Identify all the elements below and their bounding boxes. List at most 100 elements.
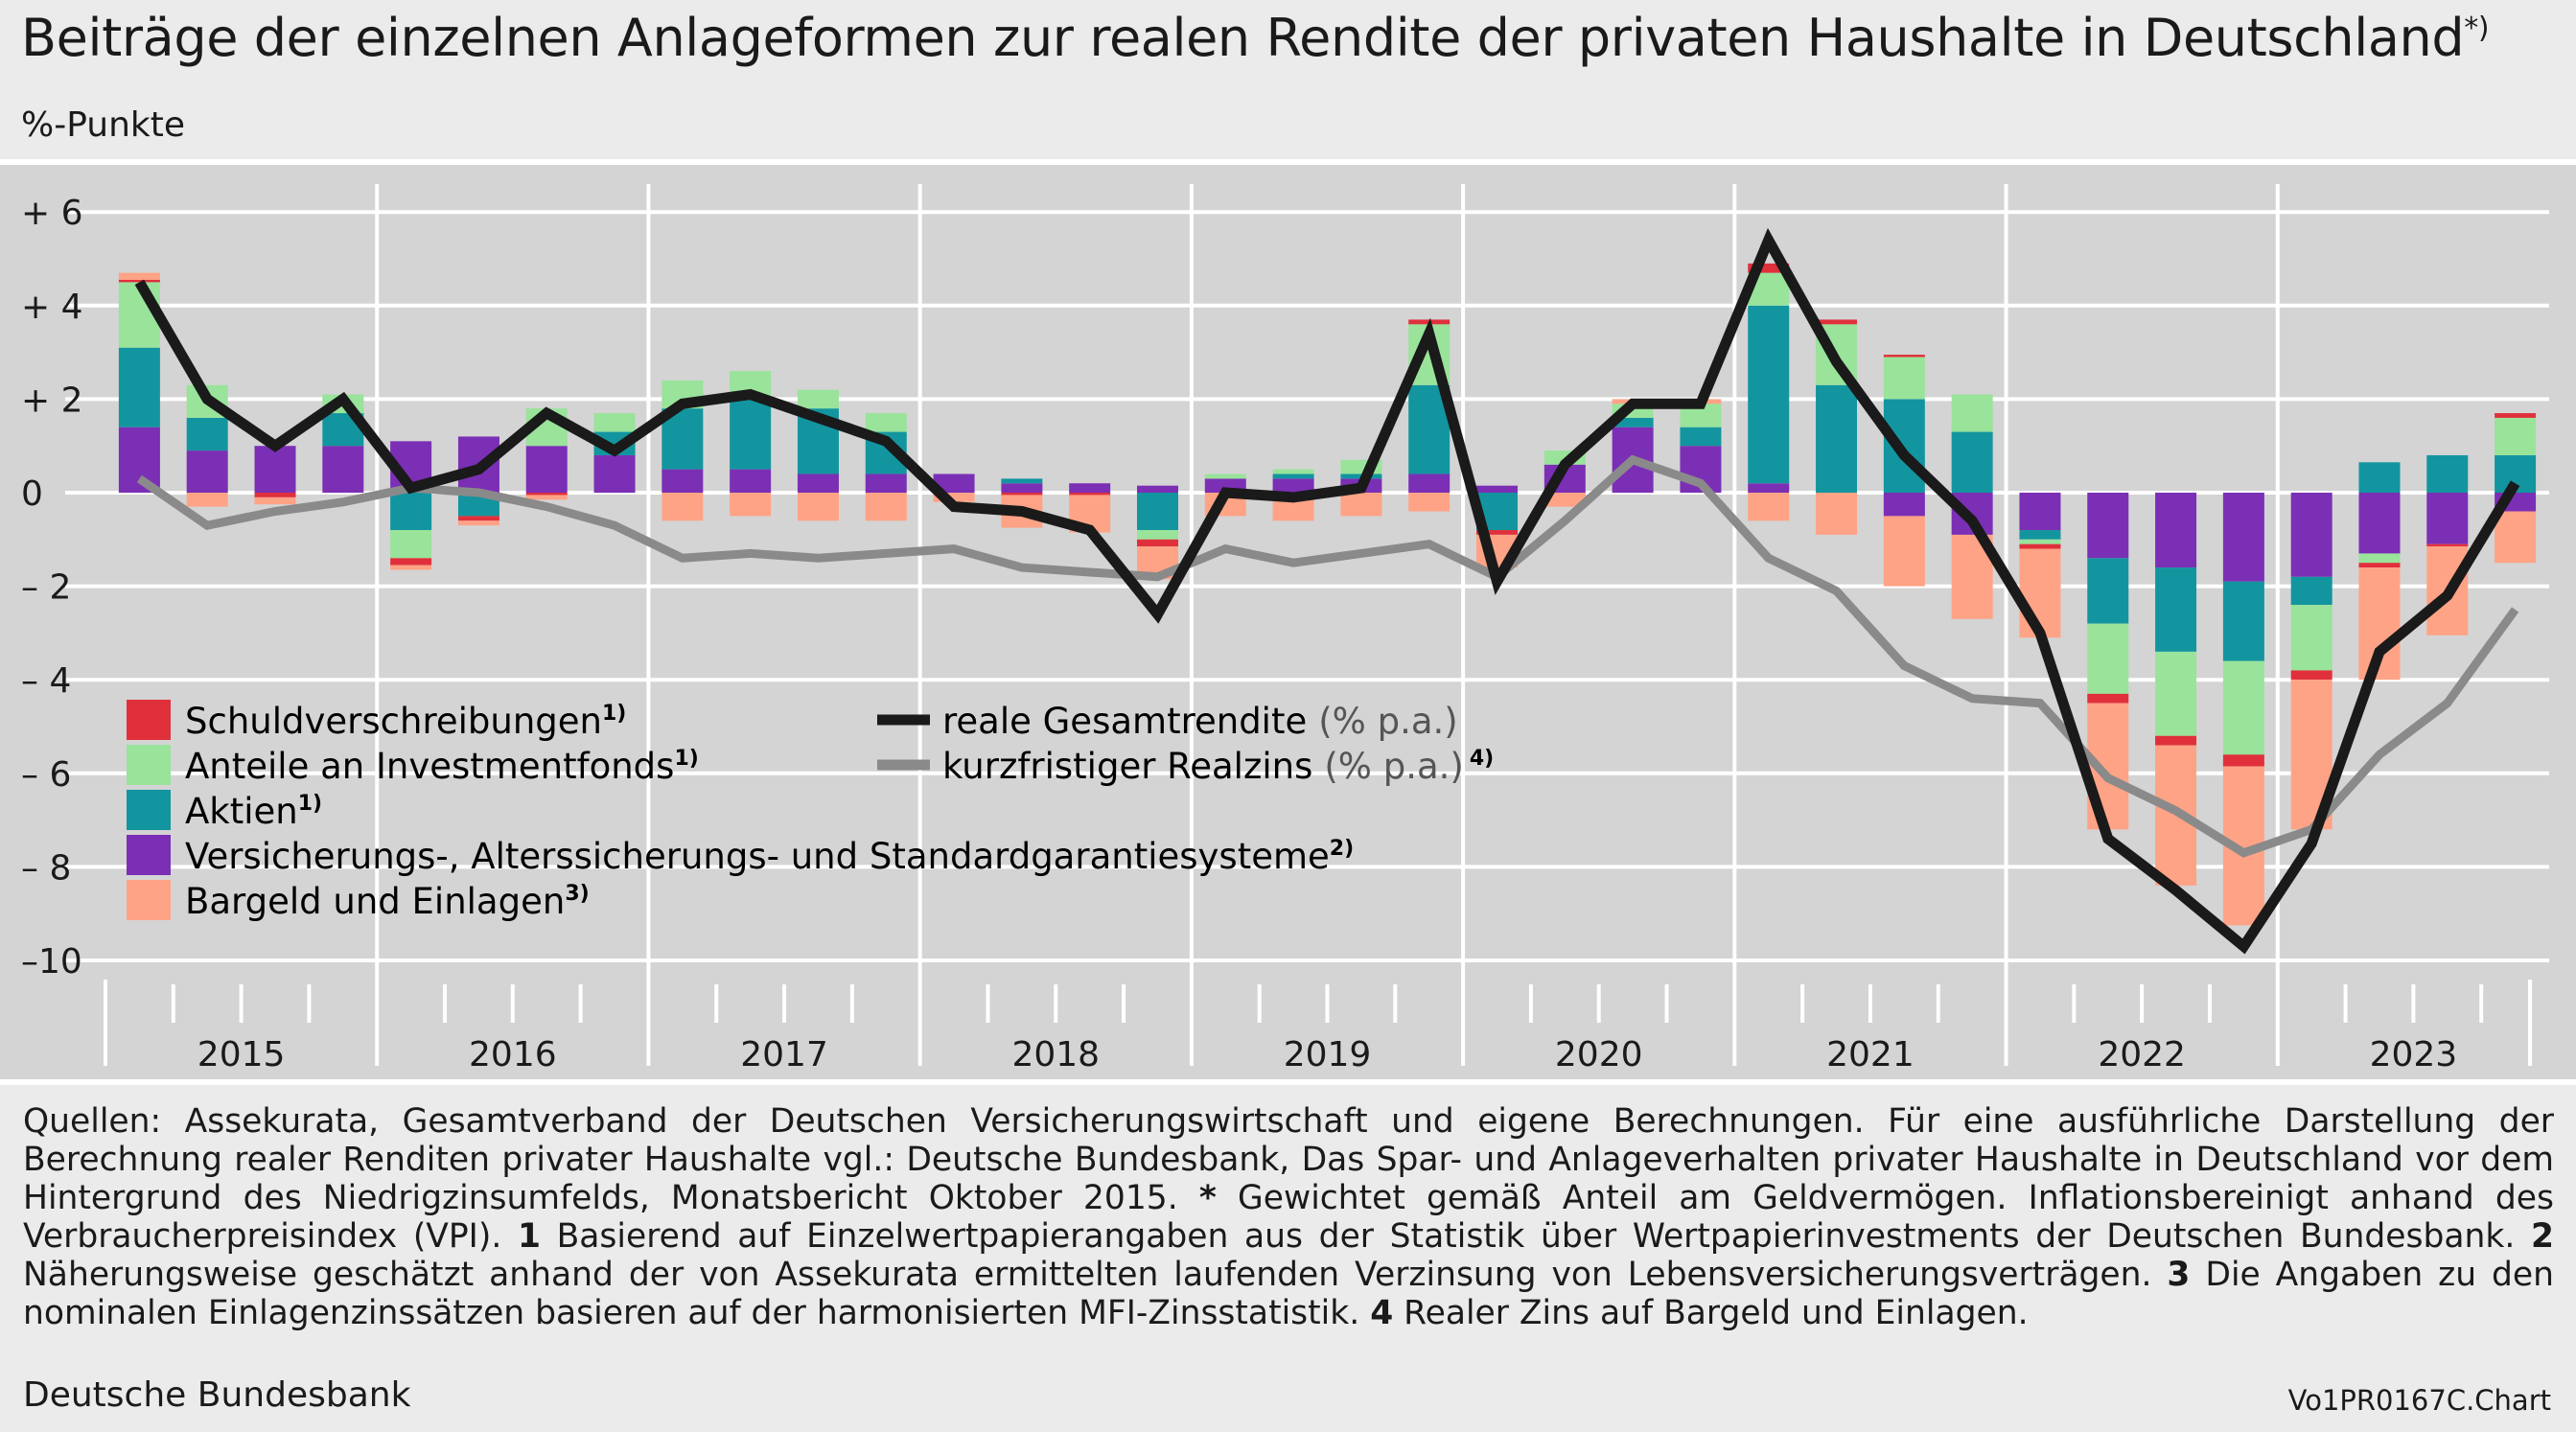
legend-item-funds: Anteile an Investmentfonds1) — [127, 745, 699, 787]
legend-swatch-bonds — [127, 700, 171, 740]
bar-insurance — [1272, 478, 1314, 493]
bar-equity — [730, 399, 772, 470]
bar-bonds — [2426, 543, 2469, 547]
bar-insurance — [2426, 493, 2469, 544]
bar-equity — [390, 493, 432, 531]
bar-equity — [1816, 384, 1858, 493]
y-unit-label: %-Punkte — [21, 105, 186, 145]
note-1-mark: 1 — [517, 1217, 541, 1256]
bar-funds — [865, 413, 907, 432]
svg-text:reale Gesamtrendite(% p.a.): reale Gesamtrendite (% p.a.) — [942, 701, 1458, 742]
bar-cash — [1748, 493, 1790, 521]
bar-insurance — [797, 473, 839, 493]
bar-funds — [390, 530, 432, 559]
y-tick-label: – 2 — [21, 568, 71, 608]
bar-cash — [390, 565, 432, 570]
legend-item-cash: Bargeld und Einlagen3) — [127, 880, 590, 922]
bar-funds — [1204, 473, 1246, 479]
note-3-text: Die Angaben zu den nominalen Einlagenzin… — [23, 1256, 2555, 1332]
bar-equity — [1748, 305, 1790, 484]
line-total — [134, 227, 2520, 955]
bar-bonds — [525, 493, 568, 496]
x-tick-label: 2020 — [1555, 1035, 1643, 1074]
bar-bonds — [1069, 493, 1111, 496]
bar-insurance — [525, 446, 568, 493]
bar-cash — [186, 493, 228, 507]
legend-suffix-total: (% p.a.) — [1318, 701, 1457, 742]
legend-sup-insurance: 2) — [1330, 837, 1354, 861]
x-axis: 2015 2016 2017 2018 2019 2020 2021 2022 2023 — [104, 980, 2532, 1074]
bar-funds — [1272, 469, 1314, 474]
x-tick-label: 2022 — [2098, 1035, 2186, 1074]
legend-item-equity: Aktien1) — [127, 790, 322, 832]
legend-sup-equity: 1) — [298, 792, 322, 816]
legend: Schuldverschreibungen1) Anteile an Inves… — [127, 700, 1494, 922]
legend-swatch-cash — [127, 880, 171, 920]
bar-cash — [118, 272, 160, 280]
bar-bonds — [2019, 543, 2061, 549]
bar-insurance — [933, 473, 975, 493]
bar-bonds — [2087, 693, 2129, 704]
footnotes: Quellen: Assekurata, Gesamtverband der D… — [23, 1102, 2554, 1332]
bar-funds — [2222, 660, 2264, 755]
bar-bonds — [2495, 413, 2537, 418]
bar-equity — [1136, 493, 1178, 531]
bar-bonds — [1136, 539, 1178, 547]
note-4-mark: 4 — [1370, 1294, 1394, 1332]
bar-cash — [525, 495, 568, 500]
legend-suffix-short: (% p.a.) — [1324, 746, 1463, 787]
bar-insurance — [2155, 493, 2197, 568]
bar-funds — [1883, 357, 1925, 400]
note-2-mark: 2 — [2530, 1217, 2554, 1256]
bar-funds — [2019, 539, 2061, 544]
note-2-text: Näherungsweise geschätzt anhand der von … — [23, 1256, 2152, 1294]
bar-equity — [2358, 462, 2401, 493]
note-star-mark: * — [1198, 1179, 1217, 1217]
bar-insurance — [1136, 485, 1178, 493]
bar-insurance — [865, 473, 907, 493]
note-4-text: Realer Zins auf Bargeld und Einlagen. — [1404, 1294, 2029, 1332]
note-star-text: Gewichtet gemäß Anteil am Geldvermögen. … — [23, 1179, 2555, 1256]
bar-bonds — [2290, 670, 2332, 681]
line-series — [134, 227, 2520, 955]
x-tick-label: 2021 — [1826, 1035, 1915, 1074]
bar-bonds — [1001, 493, 1043, 496]
bar-cash — [1340, 493, 1382, 517]
bar-cash — [1543, 493, 1586, 507]
y-axis: + 6 + 4 + 2 0 – 2 – 4 – 6 – 8 –10 — [21, 194, 83, 982]
y-tick-label: –10 — [21, 942, 82, 982]
svg-text:Schuldverschreibungen1): Schuldverschreibungen1) — [185, 701, 626, 742]
bar-bonds — [2222, 754, 2264, 767]
x-tick-label: 2018 — [1011, 1035, 1100, 1074]
bar-bonds — [1748, 263, 1790, 273]
bar-cash — [1816, 493, 1858, 535]
note-sources: Quellen: Assekurata, Gesamtverband der D… — [23, 1102, 2554, 1217]
x-tick-label: 2019 — [1284, 1035, 1372, 1074]
top-divider — [0, 159, 2576, 165]
note-1-text: Basierend auf Einzelwertpapierangaben au… — [556, 1217, 2516, 1256]
x-tick-label: 2016 — [469, 1035, 557, 1074]
bar-cash — [1408, 493, 1450, 512]
bar-bonds — [1476, 530, 1519, 535]
bar-equity — [1001, 478, 1043, 484]
bar-bonds — [390, 558, 432, 566]
bottom-divider — [0, 1079, 2576, 1085]
legend-sup-bonds: 1) — [602, 702, 626, 726]
chart-title-text: Beiträge der einzelnen Anlageformen zur … — [21, 8, 2465, 68]
bar-funds — [2290, 605, 2332, 671]
bar-insurance — [322, 446, 364, 493]
bar-equity — [1951, 431, 1993, 493]
legend-label-total: reale Gesamtrendite — [942, 701, 1307, 742]
line-short — [136, 454, 2519, 858]
bar-equity — [2155, 567, 2197, 652]
bar-bonds — [457, 516, 499, 521]
y-tick-label: – 6 — [21, 755, 71, 795]
bar-cash — [797, 493, 839, 521]
y-tick-label: + 4 — [21, 288, 83, 327]
x-tick-label: 2023 — [2370, 1035, 2458, 1074]
y-tick-label: – 4 — [21, 661, 71, 701]
bar-equity — [2222, 581, 2264, 661]
bar-bonds — [1883, 355, 1925, 358]
bar-insurance — [2087, 493, 2129, 559]
bar-insurance — [661, 469, 704, 493]
